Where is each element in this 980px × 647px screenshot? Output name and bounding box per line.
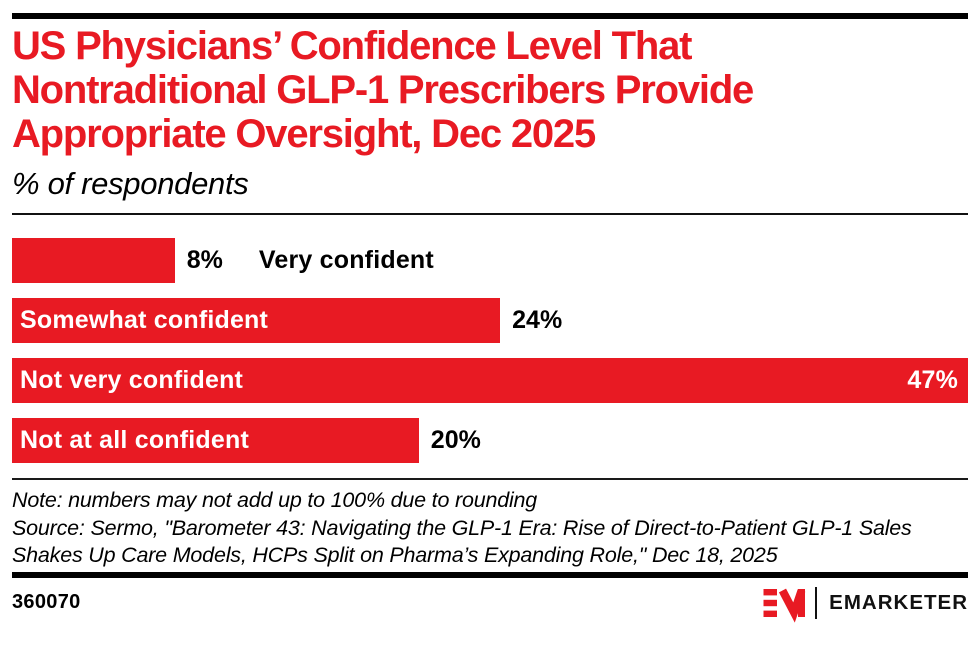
bar-label: Very confident (258, 246, 434, 274)
bar-value: 47% (907, 366, 958, 394)
bar-value: 24% (512, 306, 563, 334)
chart-title-line: US Physicians’ Confidence Level That (12, 24, 692, 68)
chart-title-line: Appropriate Oversight, Dec 2025 (12, 112, 596, 156)
notes-divider (12, 478, 968, 480)
bar-row-somewhat-confident: Somewhat confident 24% (12, 298, 968, 343)
source-line: Source: Sermo, "Barometer 43: Navigating… (12, 515, 912, 568)
chart-subtitle: % of respondents (12, 166, 249, 201)
bar-value: 20% (430, 426, 481, 454)
chart-title: US Physicians’ Confidence Level That Non… (12, 24, 968, 156)
bar-very-confident (12, 238, 175, 283)
brand-logo: EMARKETER (763, 586, 968, 623)
bar-label: Not very confident (20, 366, 244, 394)
bottom-rule (12, 571, 968, 578)
emarketer-monogram-icon (763, 588, 805, 623)
top-rule (12, 13, 968, 19)
bar-label: Not at all confident (20, 426, 249, 454)
bar-value: 8% (186, 246, 223, 274)
footer-bar: 360070 EMARKETER (12, 586, 968, 623)
chart-id: 360070 (12, 591, 81, 613)
chart-card: US Physicians’ Confidence Level That Non… (0, 13, 980, 623)
bar-row-not-at-all-confident: Not at all confident 20% (12, 418, 968, 463)
brand-wordmark: EMARKETER (829, 590, 968, 614)
bar-chart: 8% Very confident Somewhat confident 24% Not… (12, 238, 968, 463)
bar-row-not-very-confident: Not very confident 47% (12, 358, 968, 403)
bar-row-very-confident: 8% Very confident (12, 238, 968, 283)
bar-somewhat-confident: Somewhat confident (12, 298, 501, 343)
logo-divider (814, 586, 818, 619)
header-divider (12, 213, 968, 215)
bar-not-very-confident: Not very confident 47% (12, 358, 968, 403)
note-line: Note: numbers may not add up to 100% due… (12, 488, 538, 512)
bar-label: Somewhat confident (20, 306, 269, 334)
chart-title-line: Nontraditional GLP-1 Prescribers Provide (12, 68, 754, 112)
bar-not-at-all-confident: Not at all confident (12, 418, 419, 463)
chart-notes: Note: numbers may not add up to 100% due… (12, 487, 968, 570)
